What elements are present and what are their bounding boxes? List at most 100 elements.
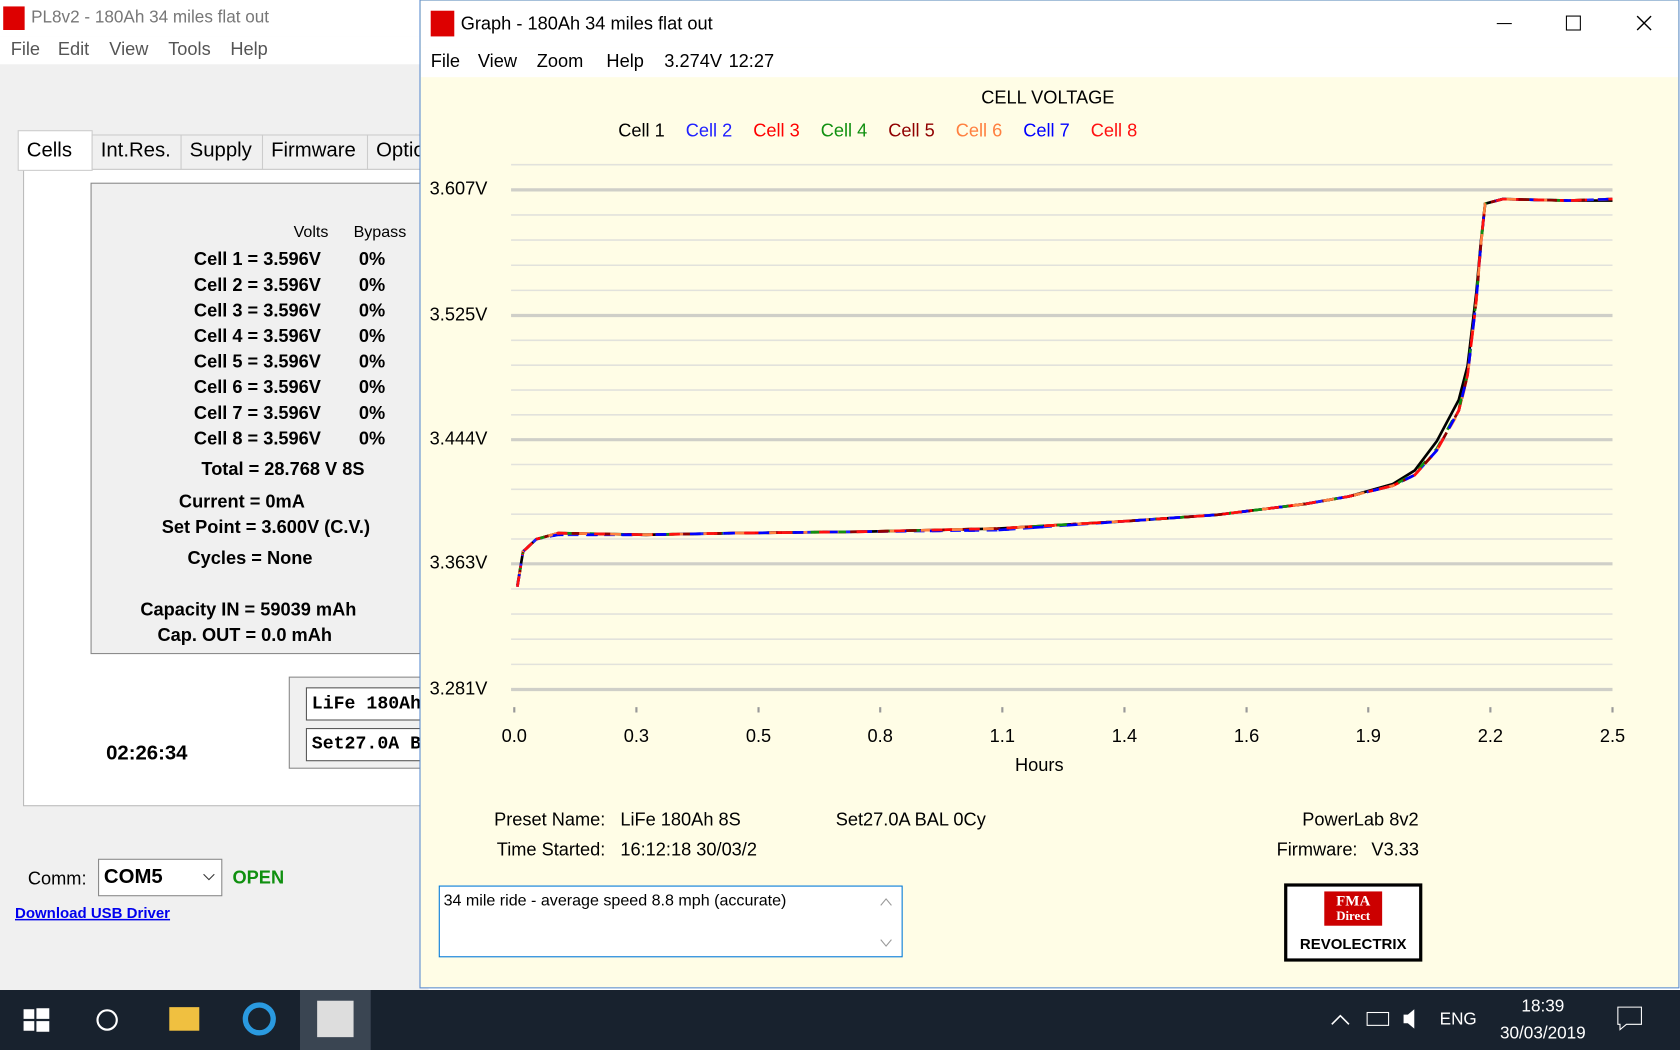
cell-voltage: Cell 4 = 3.596V	[194, 326, 322, 346]
preset-field	[305, 687, 430, 721]
legend-entry: Cell 1	[618, 121, 665, 141]
legend-entry: Cell 7	[1023, 121, 1070, 141]
y-tick-label: 3.363V	[430, 553, 489, 573]
legend-entry: Cell 2	[686, 121, 733, 141]
legend-entry: Cell 6	[956, 121, 1003, 141]
language: ENG	[1440, 1009, 1477, 1029]
volume-icon[interactable]	[1403, 1009, 1415, 1029]
menu-item[interactable]: Edit	[58, 39, 89, 59]
cell-bypass: 0%	[359, 300, 385, 320]
capacity-out: Cap. OUT = 0.0 mAh	[158, 625, 333, 645]
tab[interactable]	[91, 134, 182, 170]
clock-date: 30/03/2019	[1500, 1022, 1586, 1042]
cell-voltage: Cell 5 = 3.596V	[194, 352, 322, 372]
app-icon	[3, 6, 25, 30]
x-tick-label: 2.2	[1478, 726, 1503, 746]
cell-panel	[90, 182, 430, 655]
menu-item[interactable]: File	[11, 39, 40, 59]
menu-item[interactable]: Zoom	[537, 51, 584, 71]
menu-bar	[421, 47, 1678, 78]
preset-settings: Set27.0A BAL 0Cy	[836, 810, 987, 830]
preset-field-text: LiFe 180Ah 8S	[312, 695, 454, 715]
x-tick-label: 1.6	[1234, 726, 1259, 746]
x-tick-label: 1.4	[1112, 726, 1137, 746]
explorer-icon[interactable]	[169, 1007, 200, 1031]
x-tick-label: 2.5	[1600, 726, 1625, 746]
current: Current = 0mA	[179, 491, 305, 511]
battery-icon[interactable]	[1366, 1011, 1390, 1026]
preset-field	[305, 728, 430, 762]
tab-label: Cells	[27, 139, 72, 161]
notes-box[interactable]	[438, 885, 903, 958]
cell-voltage: Cell 1 = 3.596V	[194, 249, 322, 269]
firmware: V3.33	[1371, 840, 1419, 860]
window-title: PL8v2 - 180Ah 34 miles flat out	[31, 7, 269, 27]
tab-label: Firmware	[271, 139, 356, 161]
menu-item[interactable]: View	[478, 51, 518, 71]
tab[interactable]	[17, 130, 93, 171]
x-tick-label: 0.5	[746, 726, 771, 746]
title-bar	[0, 0, 429, 37]
start-button[interactable]	[23, 1008, 50, 1032]
x-tick-label: 1.1	[990, 726, 1015, 746]
x-axis-label: Hours	[1015, 755, 1064, 775]
time-label: Time Started:	[497, 840, 606, 860]
tab-label: Supply	[190, 139, 253, 161]
logo-text: FMA	[1336, 894, 1370, 910]
logo-text: Direct	[1336, 909, 1371, 923]
cycles: Cycles = None	[188, 548, 313, 568]
menu-item[interactable]: Tools	[168, 39, 211, 59]
firmware-label: Firmware:	[1277, 840, 1358, 860]
x-tick-label: 0.0	[502, 726, 527, 746]
cell-bypass: 0%	[359, 403, 385, 423]
tab[interactable]	[180, 134, 264, 170]
cell-bypass: 0%	[359, 275, 385, 295]
close-button[interactable]	[1636, 15, 1652, 31]
driver-link[interactable]: Download USB Driver	[15, 905, 170, 922]
logo-text: REVOLECTRIX	[1300, 936, 1407, 953]
y-tick-label: 3.525V	[430, 304, 489, 324]
y-tick-label: 3.444V	[430, 428, 489, 448]
window-title: Graph - 180Ah 34 miles flat out	[461, 13, 713, 33]
dropdown-arrow	[203, 873, 215, 881]
tab[interactable]	[261, 134, 369, 170]
notes: 34 mile ride - average speed 8.8 mph (ac…	[444, 891, 787, 909]
status-voltage: 3.274V	[664, 51, 723, 71]
ie-icon[interactable]	[242, 1002, 276, 1036]
app-icon	[317, 1000, 354, 1038]
cell-bypass: 0%	[359, 377, 385, 397]
preset-label: Preset Name:	[494, 810, 605, 830]
column-header: Bypass	[354, 223, 407, 241]
time-started: 16:12:18 30/03/2	[620, 840, 757, 860]
logo-badge	[1324, 891, 1383, 926]
comm-label: Comm:	[28, 868, 87, 888]
total: Total = 28.768 V 8S	[201, 459, 364, 479]
series-line	[516, 197, 1613, 588]
chart-title: CELL VOLTAGE	[981, 87, 1114, 107]
title-bar	[421, 1, 1678, 48]
x-tick-label: 0.3	[624, 726, 649, 746]
cell-voltage: Cell 7 = 3.596V	[194, 403, 322, 423]
comm-status: OPEN	[233, 867, 285, 887]
column-header: Volts	[294, 223, 329, 241]
device: PowerLab 8v2	[1302, 810, 1418, 830]
notification-icon[interactable]	[1617, 1006, 1642, 1031]
x-tick-label: 0.8	[868, 726, 893, 746]
legend-entry: Cell 3	[753, 121, 800, 141]
legend-entry: Cell 4	[821, 121, 868, 141]
cell-voltage: Cell 3 = 3.596V	[194, 300, 322, 320]
menu-item[interactable]: File	[431, 51, 460, 71]
cell-voltage: Cell 2 = 3.596V	[194, 275, 322, 295]
menu-item[interactable]: Help	[606, 51, 643, 71]
menu-item[interactable]: View	[109, 39, 149, 59]
capacity-in: Capacity IN = 59039 mAh	[140, 600, 356, 620]
timer: 02:26:34	[106, 743, 188, 765]
menu-item[interactable]: Help	[230, 39, 267, 59]
cell-bypass: 0%	[359, 326, 385, 346]
maximize-button[interactable]	[1565, 15, 1581, 31]
taskbar	[0, 990, 1680, 1050]
tray-arrow[interactable]	[1331, 1014, 1350, 1025]
comm-select[interactable]	[98, 858, 223, 897]
search-button[interactable]	[96, 1009, 118, 1031]
